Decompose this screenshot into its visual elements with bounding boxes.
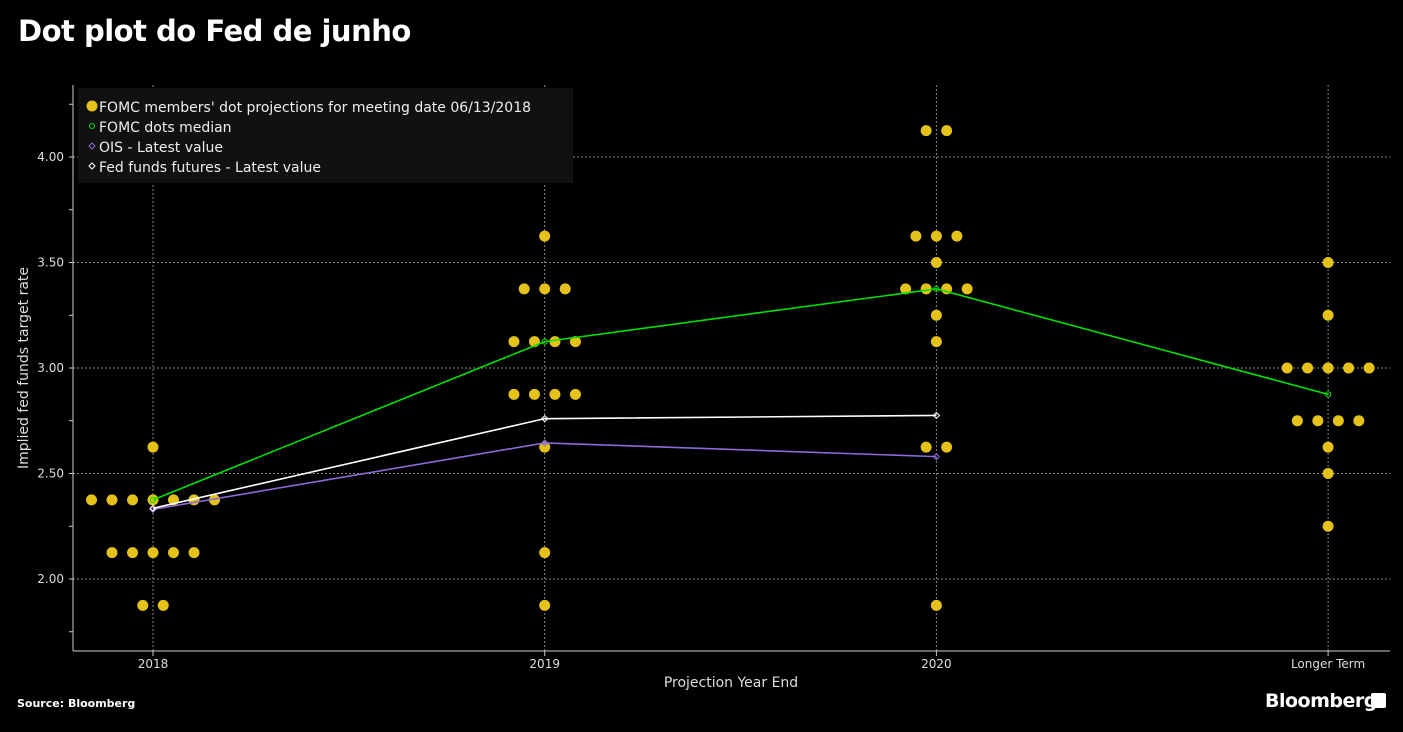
- fomc-dot: [1322, 468, 1334, 479]
- fomc-dot: [528, 388, 540, 400]
- fomc-dot: [539, 547, 551, 559]
- y-tick-label: 4.00: [37, 150, 64, 164]
- futures-marker: [932, 411, 941, 420]
- futures-line: [152, 414, 937, 510]
- fomc-dot: [147, 441, 159, 453]
- fomc-dot: [106, 547, 118, 559]
- x-axis-label: Projection Year End: [664, 675, 798, 691]
- fomc-dot: [86, 494, 97, 506]
- x-tick-label: 2018: [138, 657, 169, 671]
- y-tick-label: 2.00: [37, 572, 64, 586]
- fomc-dot: [930, 336, 942, 348]
- legend-ois-icon: [88, 142, 96, 150]
- median-marker: [541, 338, 548, 345]
- fomc-dot: [941, 441, 953, 453]
- y-tick-label: 3.00: [37, 361, 64, 375]
- fomc-dot: [920, 441, 932, 453]
- x-tick-label: Longer Term: [1291, 657, 1365, 671]
- fomc-dot: [1322, 362, 1334, 374]
- fomc-dot: [961, 283, 973, 295]
- y-axis-label: Implied fed funds target rate: [16, 267, 32, 469]
- fomc-dot: [1322, 441, 1334, 453]
- fomc-dot: [569, 388, 581, 400]
- fomc-dot: [549, 336, 561, 348]
- fomc-dot: [137, 599, 149, 611]
- ois-marker: [540, 439, 549, 447]
- chart-title: Dot plot do Fed de junho: [18, 14, 411, 48]
- fomc-dot: [168, 547, 179, 559]
- fomc-dot: [569, 336, 581, 348]
- legend-label: FOMC dots median: [99, 120, 232, 136]
- fomc-dot: [209, 494, 220, 506]
- fomc-dot: [920, 283, 932, 295]
- fomc-dot: [910, 230, 922, 242]
- fomc-dot: [539, 441, 551, 453]
- fomc-dot: [147, 547, 159, 559]
- fomc-dot: [1302, 362, 1314, 374]
- legend-futures-icon: [88, 162, 96, 170]
- fomc-dot: [1291, 415, 1303, 427]
- fomc-dot: [1322, 520, 1334, 532]
- x-tick-label: 2020: [921, 657, 952, 671]
- fomc-dot: [930, 309, 942, 321]
- fomc-dot: [930, 257, 942, 268]
- fomc-dot: [1363, 362, 1375, 374]
- fomc-dot: [1322, 309, 1334, 321]
- fomc-dot: [1322, 257, 1334, 268]
- y-tick-label: 2.50: [37, 467, 64, 481]
- fomc-dot: [930, 599, 942, 611]
- fomc-dot: [941, 125, 953, 137]
- fomc-dot: [157, 599, 169, 611]
- fomc-dot: [539, 230, 551, 242]
- legend-dot-icon: [86, 100, 98, 112]
- fomc-dot: [951, 230, 963, 242]
- legend-label: FOMC members' dot projections for meetin…: [99, 100, 531, 116]
- fomc-dot: [539, 599, 551, 611]
- fomc-dot: [1353, 415, 1365, 427]
- median-line: [152, 288, 1329, 501]
- legend-label: OIS - Latest value: [99, 140, 223, 156]
- fomc-dot: [920, 125, 932, 137]
- x-tick-label: 2019: [529, 657, 560, 671]
- fomc-dot: [508, 336, 520, 348]
- source-note: Source: Bloomberg: [17, 697, 136, 710]
- fomc-dot: [127, 547, 138, 559]
- fomc-dot: [559, 283, 571, 295]
- fomc-dot: [188, 547, 200, 559]
- bloomberg-icon: [1371, 693, 1386, 708]
- legend-box: [78, 88, 573, 183]
- ois-marker: [932, 452, 941, 461]
- median-marker: [149, 496, 157, 503]
- ois-line: [152, 442, 937, 511]
- fomc-dot: [930, 230, 942, 242]
- fomc-dot: [1343, 362, 1355, 374]
- brand-logo: Bloomberg: [1265, 690, 1377, 712]
- futures-marker: [149, 504, 157, 513]
- legend-label: Fed funds futures - Latest value: [99, 160, 321, 176]
- fomc-dot: [549, 388, 561, 400]
- fomc-dot: [1332, 415, 1344, 427]
- y-tick-label: 3.50: [37, 256, 64, 270]
- legend-median-icon: [89, 123, 95, 129]
- fomc-dot: [508, 388, 520, 400]
- median-marker: [1325, 391, 1332, 398]
- fomc-dot: [127, 494, 138, 506]
- fomc-dot: [106, 494, 118, 506]
- futures-marker: [540, 414, 549, 423]
- fomc-dot: [1312, 415, 1324, 427]
- median-marker: [933, 285, 940, 292]
- fomc-dot: [900, 283, 912, 295]
- fomc-dot: [518, 283, 530, 295]
- fomc-dot: [1281, 362, 1293, 374]
- fomc-dot: [539, 283, 551, 295]
